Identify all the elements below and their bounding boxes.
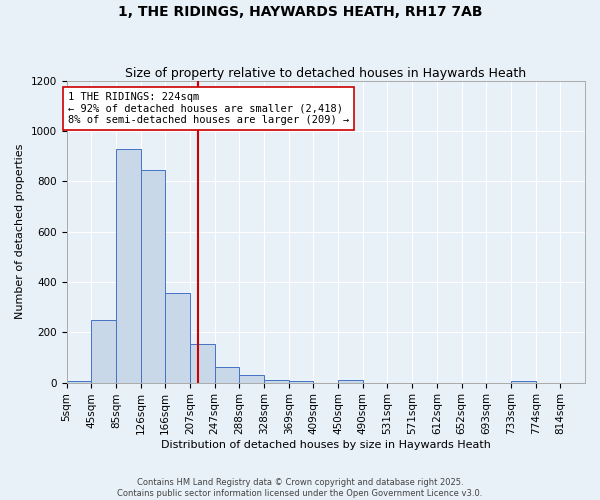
Text: 1 THE RIDINGS: 224sqm
← 92% of detached houses are smaller (2,418)
8% of semi-de: 1 THE RIDINGS: 224sqm ← 92% of detached … — [68, 92, 349, 125]
Y-axis label: Number of detached properties: Number of detached properties — [15, 144, 25, 320]
Bar — [116, 148, 140, 382]
X-axis label: Distribution of detached houses by size in Haywards Heath: Distribution of detached houses by size … — [161, 440, 491, 450]
Bar — [91, 320, 116, 382]
Bar — [289, 381, 313, 382]
Text: 1, THE RIDINGS, HAYWARDS HEATH, RH17 7AB: 1, THE RIDINGS, HAYWARDS HEATH, RH17 7AB — [118, 5, 482, 19]
Bar — [165, 292, 190, 382]
Bar — [338, 380, 363, 382]
Bar — [140, 170, 165, 382]
Bar — [264, 380, 289, 382]
Text: Contains HM Land Registry data © Crown copyright and database right 2025.
Contai: Contains HM Land Registry data © Crown c… — [118, 478, 482, 498]
Bar — [239, 374, 264, 382]
Bar — [215, 366, 239, 382]
Title: Size of property relative to detached houses in Haywards Heath: Size of property relative to detached ho… — [125, 66, 526, 80]
Bar — [190, 344, 215, 382]
